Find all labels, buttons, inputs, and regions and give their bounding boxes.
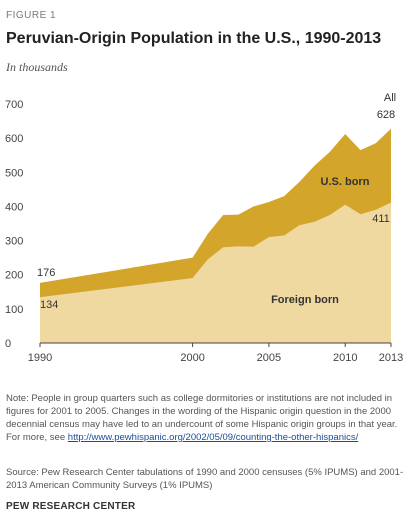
- y-tick-label: 400: [5, 201, 23, 213]
- chart-note: Note: People in group quarters such as c…: [6, 392, 414, 444]
- data-label-2013-foreign: 411: [372, 213, 390, 225]
- y-tick-label: 300: [5, 236, 23, 248]
- data-label-1990-total: 176: [37, 267, 55, 279]
- y-tick-label: 100: [5, 304, 23, 316]
- series-label-us-born: U.S. born: [321, 176, 370, 188]
- chart-source: Source: Pew Research Center tabulations …: [6, 467, 404, 491]
- note-text: Note: People in group quarters such as c…: [6, 393, 398, 443]
- y-tick-label: 600: [5, 133, 23, 145]
- area-u-s-born: [40, 128, 391, 298]
- chart-subtitle: In thousands: [6, 60, 68, 74]
- data-label-1990-foreign: 134: [40, 299, 58, 311]
- x-tick-label: 1990: [28, 352, 52, 364]
- chart-title: Peruvian-Origin Population in the U.S., …: [6, 30, 382, 47]
- series-label-foreign-born: Foreign born: [271, 294, 339, 306]
- data-label-2013-total: 628: [377, 109, 395, 121]
- y-tick-label: 0: [5, 338, 11, 350]
- x-tick-label: 2000: [180, 352, 204, 364]
- y-tick-label: 700: [5, 99, 23, 111]
- x-tick-label: 2010: [333, 352, 357, 364]
- data-label-all: All: [384, 92, 396, 104]
- org-name: PEW RESEARCH CENTER: [6, 501, 136, 512]
- area-foreign-born: [40, 202, 391, 343]
- note-link[interactable]: http://www.pewhispanic.org/2002/05/09/co…: [67, 432, 359, 443]
- figure-label: FIGURE 1: [6, 10, 57, 21]
- y-tick-label: 200: [5, 270, 23, 282]
- y-tick-label: 500: [5, 167, 23, 179]
- chart-area: 0 100 200 300 400 500 600 700 1990 2000 2005 2010 20…: [5, 92, 403, 364]
- x-tick-label: 2013: [379, 352, 403, 364]
- x-tick-label: 2005: [257, 352, 281, 364]
